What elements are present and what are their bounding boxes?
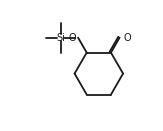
Text: O: O: [123, 33, 131, 43]
Text: O: O: [69, 33, 76, 43]
Text: Si: Si: [56, 33, 65, 43]
